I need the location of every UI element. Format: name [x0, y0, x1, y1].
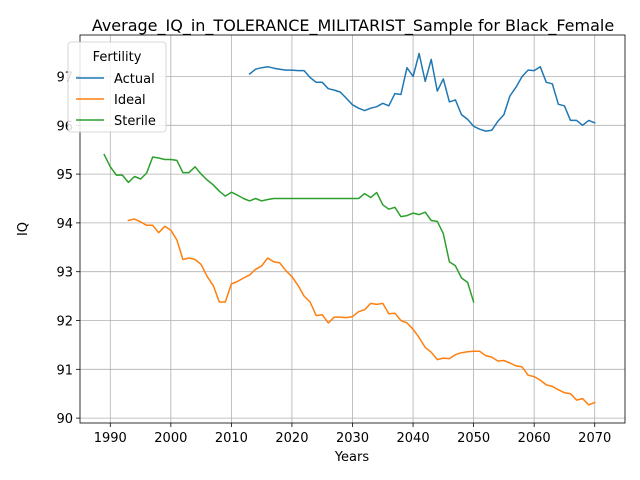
x-tick-label: 2050	[457, 431, 490, 446]
x-tick-label: 2060	[518, 431, 551, 446]
x-tick-label: 2040	[397, 431, 430, 446]
x-tick-label: 2030	[336, 431, 369, 446]
legend-entry-ideal: Ideal	[114, 93, 146, 108]
y-tick-label: 95	[56, 168, 73, 183]
legend-entry-sterile: Sterile	[114, 114, 156, 129]
legend: Fertility Actual Ideal Sterile	[67, 41, 167, 133]
y-tick-label: 90	[56, 412, 73, 427]
x-tick-label: 2010	[215, 431, 248, 446]
x-tick-label: 1990	[94, 431, 127, 446]
x-tick-label: 2070	[578, 431, 611, 446]
grid	[80, 35, 625, 423]
legend-title: Fertility	[93, 50, 142, 65]
y-tick-label: 94	[56, 217, 73, 232]
series-line-ideal	[127, 218, 596, 406]
x-axis-label: Years	[334, 450, 370, 465]
series-line-sterile	[103, 153, 475, 303]
y-tick-label: 91	[56, 363, 73, 378]
chart-title: Average_IQ_in_TOLERANCE_MILITARIST_Sampl…	[92, 16, 614, 36]
x-tick-label: 2000	[154, 431, 187, 446]
x-tick-label: 2020	[275, 431, 308, 446]
x-axis: 1990 2000 2010 2020 2030 2040 2050 2060 2070	[94, 423, 611, 446]
y-axis-label: IQ	[16, 222, 31, 236]
series-line-actual	[248, 52, 596, 132]
y-tick-label: 93	[56, 266, 73, 281]
legend-box	[67, 41, 167, 133]
legend-entry-actual: Actual	[114, 72, 155, 87]
y-tick-label: 92	[56, 315, 73, 330]
series-lines	[103, 52, 596, 406]
